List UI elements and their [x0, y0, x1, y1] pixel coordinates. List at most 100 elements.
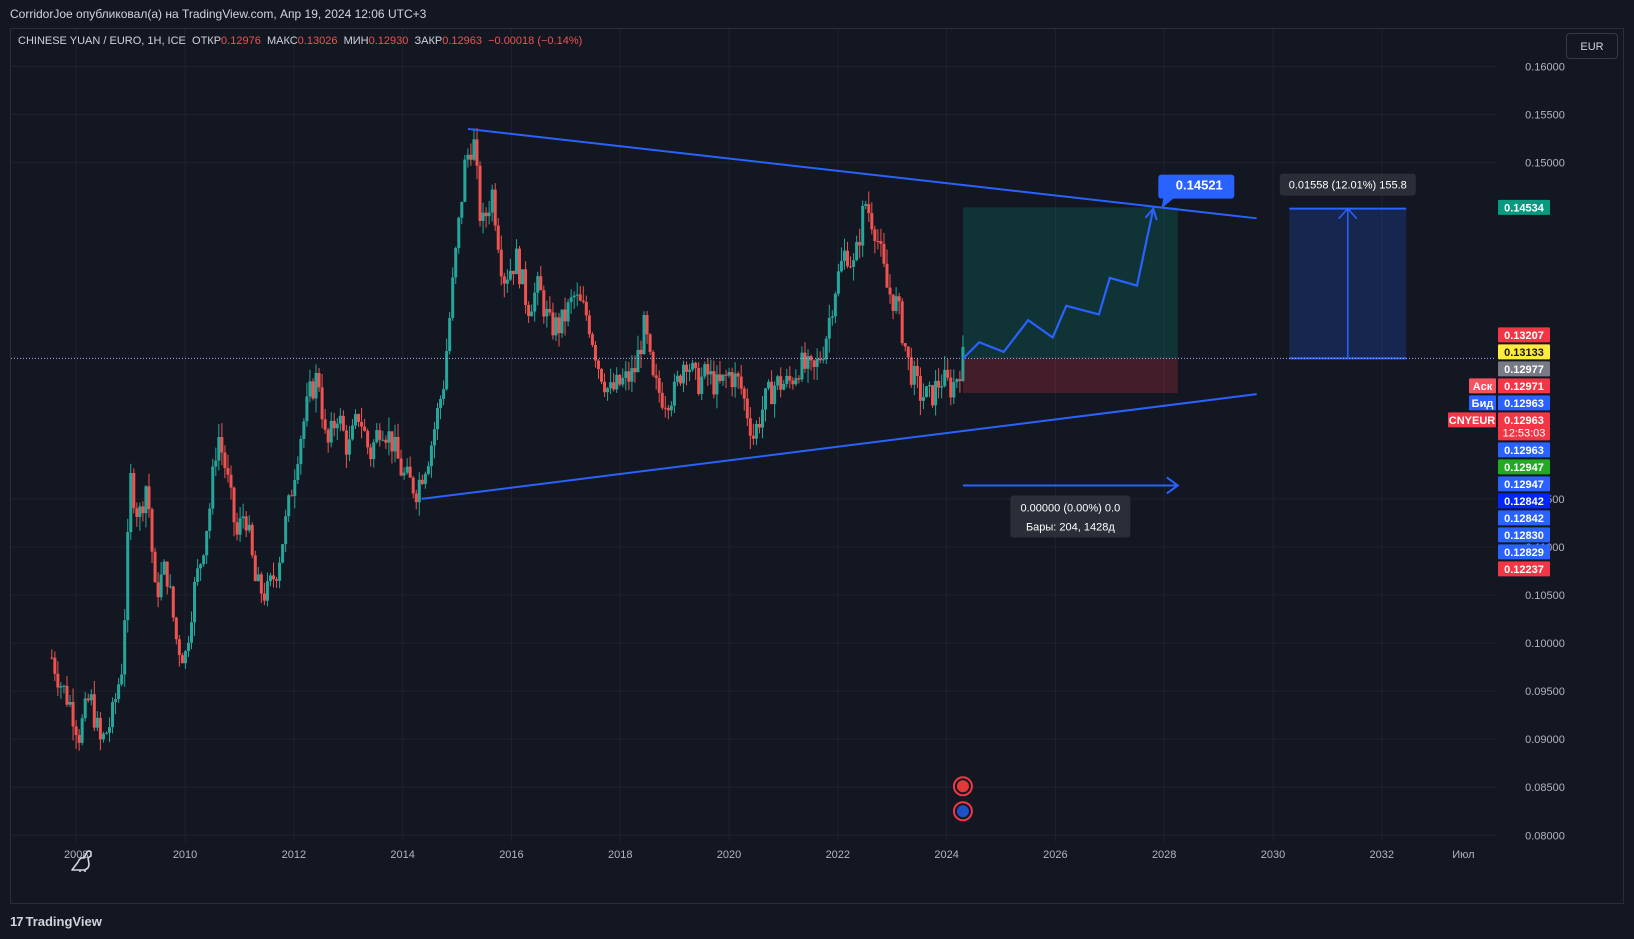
- candle-down: [897, 296, 901, 302]
- price-tag: [1469, 378, 1496, 394]
- candle-up: [80, 718, 84, 743]
- candle-up: [767, 381, 771, 389]
- candle-down: [323, 419, 327, 430]
- candle-up: [183, 651, 187, 664]
- candle-up: [372, 442, 376, 460]
- candle-up: [536, 276, 540, 293]
- candle-down: [918, 376, 922, 401]
- footer-bar: [0, 904, 1634, 939]
- candle-down: [587, 315, 591, 335]
- candle-down: [678, 375, 682, 384]
- projection-arrow-head: [1144, 206, 1158, 221]
- candle-up: [375, 430, 379, 443]
- target-price-callout[interactable]: [1158, 174, 1235, 209]
- candle-up: [460, 201, 464, 218]
- y-tick-label: 0.08000: [1525, 830, 1565, 842]
- candle-down: [818, 358, 822, 361]
- candle-down: [551, 312, 555, 336]
- candle-up: [721, 374, 725, 381]
- candle-down: [275, 579, 279, 581]
- candle-up: [830, 316, 834, 318]
- candle-down: [578, 294, 582, 301]
- candle-down: [150, 509, 154, 552]
- candle-down: [326, 429, 330, 443]
- target-price-label: 0.14521: [1176, 178, 1223, 193]
- price-label-text: 0.12829: [1504, 547, 1544, 559]
- price-label-text: 0.12237: [1504, 564, 1544, 576]
- tradingview-logo[interactable]: 17 TradingView: [10, 914, 102, 929]
- candle-down: [846, 250, 850, 267]
- candle-up: [928, 385, 932, 387]
- candle-down: [420, 479, 424, 484]
- dinosaur-icon[interactable]: [70, 848, 96, 872]
- candle-up: [196, 568, 200, 582]
- flag-cn-icon[interactable]: [952, 776, 973, 797]
- candle-down: [718, 374, 722, 381]
- candle-up: [572, 295, 576, 298]
- candle-up: [405, 466, 409, 473]
- candle-down: [502, 276, 506, 284]
- candle-up: [426, 466, 430, 474]
- x-tick-label: 2024: [934, 849, 958, 861]
- candle-down: [915, 365, 919, 377]
- candle-up: [381, 439, 385, 441]
- candle-down: [666, 407, 670, 411]
- symbol-title[interactable]: CHINESE YUAN / EURO, 1Н, ICE: [18, 35, 186, 47]
- candle-up: [609, 382, 613, 389]
- candle-down: [141, 506, 145, 514]
- candle-up: [806, 356, 810, 369]
- date-range-label: 0.00000 (0.00%) 0.0: [1021, 502, 1121, 514]
- x-tick-label: 2022: [826, 849, 850, 861]
- candle-up: [490, 189, 494, 213]
- candle-up: [505, 279, 509, 284]
- candle-up: [117, 684, 121, 700]
- price-label-text: 0.12830: [1504, 530, 1544, 542]
- candle-down: [408, 466, 412, 478]
- trendline[interactable]: [467, 127, 1257, 220]
- price-label-text: 0.12963: [1504, 398, 1544, 410]
- long-position-profit-zone[interactable]: [962, 207, 1178, 359]
- price-label: [1498, 527, 1550, 543]
- candle-up: [393, 436, 397, 452]
- candle-up: [943, 369, 947, 387]
- x-tick-label: 2030: [1261, 849, 1285, 861]
- candles: [50, 127, 965, 751]
- candle-down: [654, 375, 658, 379]
- candle-down: [633, 368, 637, 373]
- candle-down: [341, 415, 345, 431]
- candle-up: [217, 437, 221, 461]
- candle-up: [921, 397, 925, 401]
- candle-down: [171, 586, 175, 618]
- y-tick-label: 0.15500: [1525, 110, 1565, 122]
- candle-down: [527, 304, 531, 317]
- candle-up: [296, 464, 300, 481]
- candle-down: [949, 377, 953, 398]
- projection-path[interactable]: [962, 208, 1155, 360]
- candle-down: [803, 352, 807, 369]
- candle-up: [293, 480, 297, 497]
- long-position-loss-zone[interactable]: [962, 358, 1178, 394]
- candle-up: [162, 561, 166, 575]
- price-label: [1498, 199, 1550, 215]
- candle-down: [870, 213, 874, 230]
- price-label-text: 0.12977: [1504, 364, 1544, 376]
- candle-down: [581, 300, 585, 302]
- y-tick-label: 0.09000: [1525, 734, 1565, 746]
- currency-button[interactable]: EUR: [1566, 33, 1618, 59]
- candle-up: [615, 374, 619, 390]
- candle-up: [129, 473, 133, 533]
- candle-up: [709, 371, 713, 375]
- candle-down: [812, 360, 816, 367]
- candle-up: [955, 379, 959, 383]
- candle-up: [530, 311, 534, 317]
- candle-up: [894, 296, 898, 311]
- candle-down: [770, 381, 774, 405]
- candle-up: [308, 381, 312, 397]
- flag-eu-icon[interactable]: [952, 801, 973, 822]
- candle-down: [779, 376, 783, 390]
- trendline[interactable]: [421, 393, 1257, 500]
- candle-up: [278, 562, 282, 581]
- candle-up: [95, 717, 99, 728]
- candle-down: [478, 165, 482, 221]
